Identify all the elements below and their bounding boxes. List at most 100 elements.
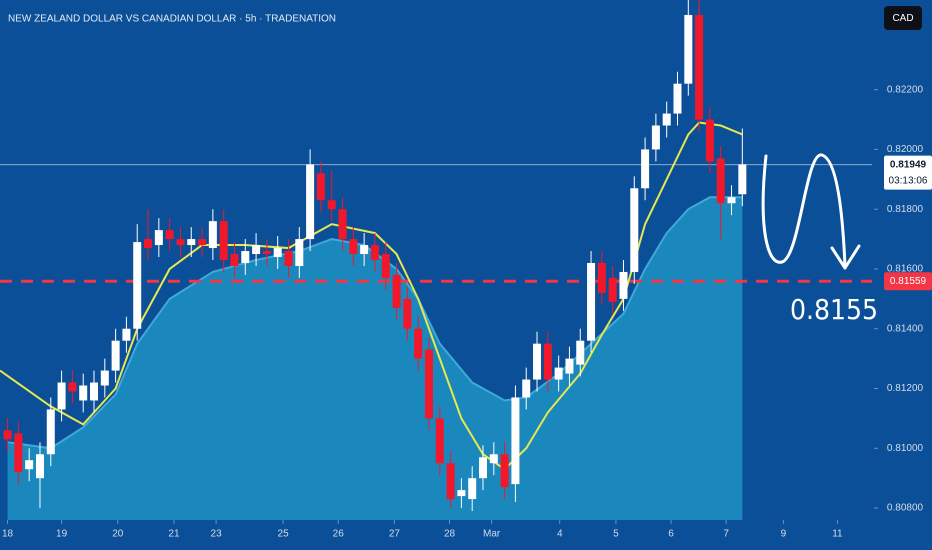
x-tick-label: 25: [278, 529, 290, 540]
candle-body: [295, 239, 304, 266]
candle-body: [349, 239, 358, 255]
chart-title: NEW ZEALAND DOLLAR VS CANADIAN DOLLAR · …: [8, 14, 336, 25]
candle-body: [273, 248, 282, 258]
x-tick-label: 9: [781, 529, 787, 540]
candle-body: [284, 251, 293, 266]
candle-body: [511, 397, 520, 485]
plot-area: [0, 0, 872, 520]
candle-body: [3, 430, 12, 440]
x-tick-label: 19: [56, 529, 68, 540]
candle-body: [230, 254, 239, 266]
candle-body: [122, 328, 131, 341]
candle-body: [198, 239, 207, 246]
candle-body: [57, 382, 66, 410]
candle-body: [403, 298, 412, 329]
target-annotation: 0.8155: [790, 293, 878, 326]
candle-body: [176, 239, 185, 246]
candle-body: [565, 358, 574, 374]
candle-body: [111, 340, 120, 371]
candle-body: [100, 370, 109, 386]
x-tick-label: 27: [389, 529, 401, 540]
arrow-head: [830, 244, 861, 270]
x-tick-label: 26: [333, 529, 345, 540]
candle-body: [738, 164, 747, 195]
candle-body: [608, 277, 617, 302]
x-tick-label: 20: [112, 529, 124, 540]
candle-body: [392, 274, 401, 308]
y-tick-label: 0.82000: [887, 144, 924, 155]
x-tick-label: Mar: [483, 529, 501, 540]
last-price-box: [884, 155, 932, 190]
candle-body: [554, 367, 563, 380]
candle-body: [25, 460, 34, 470]
candle-body: [695, 14, 704, 120]
candle-body: [651, 125, 660, 150]
y-tick-label: 0.81000: [887, 443, 924, 454]
last-price-label: 0.81949: [890, 159, 927, 170]
area: [7, 197, 743, 520]
candle-body: [435, 418, 444, 464]
candle-body: [187, 239, 196, 246]
candle-body: [370, 245, 379, 260]
candle-body: [208, 221, 217, 249]
candle-body: [543, 343, 552, 380]
y-tick-label: 0.81600: [887, 264, 924, 275]
countdown-label: 03:13:06: [889, 175, 928, 186]
x-tick-label: 5: [613, 529, 619, 540]
candle-body: [414, 328, 423, 359]
candle-body: [327, 200, 336, 210]
currency-label[interactable]: CAD: [892, 13, 913, 24]
candle-body: [597, 262, 606, 293]
candle-body: [90, 382, 99, 401]
y-tick-label: 0.81200: [887, 383, 924, 394]
x-tick-label: 11: [832, 529, 843, 540]
y-tick-label: 0.82200: [887, 84, 924, 95]
candle-body: [489, 454, 498, 464]
candle-body: [306, 164, 315, 240]
candle-body: [457, 490, 466, 497]
x-tick-label: 6: [668, 529, 674, 540]
projection-arrow: [761, 153, 847, 268]
candle-body: [716, 158, 725, 204]
candle-body: [479, 457, 488, 479]
candle-body: [705, 119, 714, 162]
x-tick-label: 23: [211, 529, 223, 540]
level-box: [884, 272, 932, 291]
candle-body: [468, 478, 477, 500]
candle-body: [144, 239, 153, 249]
candle-body: [360, 245, 369, 255]
candle-body: [154, 230, 163, 246]
candle-body: [619, 271, 628, 299]
candle-body: [500, 454, 509, 488]
y-tick-label: 0.80800: [887, 503, 924, 514]
level-label: 0.81559: [890, 276, 927, 287]
candle-body: [241, 251, 250, 263]
candle-body: [522, 379, 531, 398]
candle-body: [587, 262, 596, 341]
x-tick-label: 7: [723, 529, 729, 540]
candle-body: [68, 382, 77, 392]
candle-body: [630, 188, 639, 272]
candle-body: [684, 14, 693, 84]
candle-body: [165, 230, 174, 240]
moving-average: [0, 121, 743, 471]
candle-body: [662, 113, 671, 126]
y-tick-label: 0.81400: [887, 323, 924, 334]
candle-body: [219, 221, 228, 260]
candle-body: [338, 209, 347, 240]
candle-body: [533, 343, 542, 380]
candle-body: [316, 173, 325, 201]
candle-body: [252, 245, 261, 255]
candle-body: [446, 463, 455, 500]
x-tick-label: 4: [557, 529, 563, 540]
y-tick-label: 0.81800: [887, 204, 924, 215]
candle-body: [46, 409, 55, 455]
x-tick-label: 18: [2, 529, 14, 540]
candle-body: [14, 433, 23, 473]
candle-body: [381, 254, 390, 278]
candle-body: [133, 242, 142, 329]
candle-body: [35, 454, 44, 479]
currency-button[interactable]: [884, 6, 922, 30]
candle-body: [641, 149, 650, 189]
